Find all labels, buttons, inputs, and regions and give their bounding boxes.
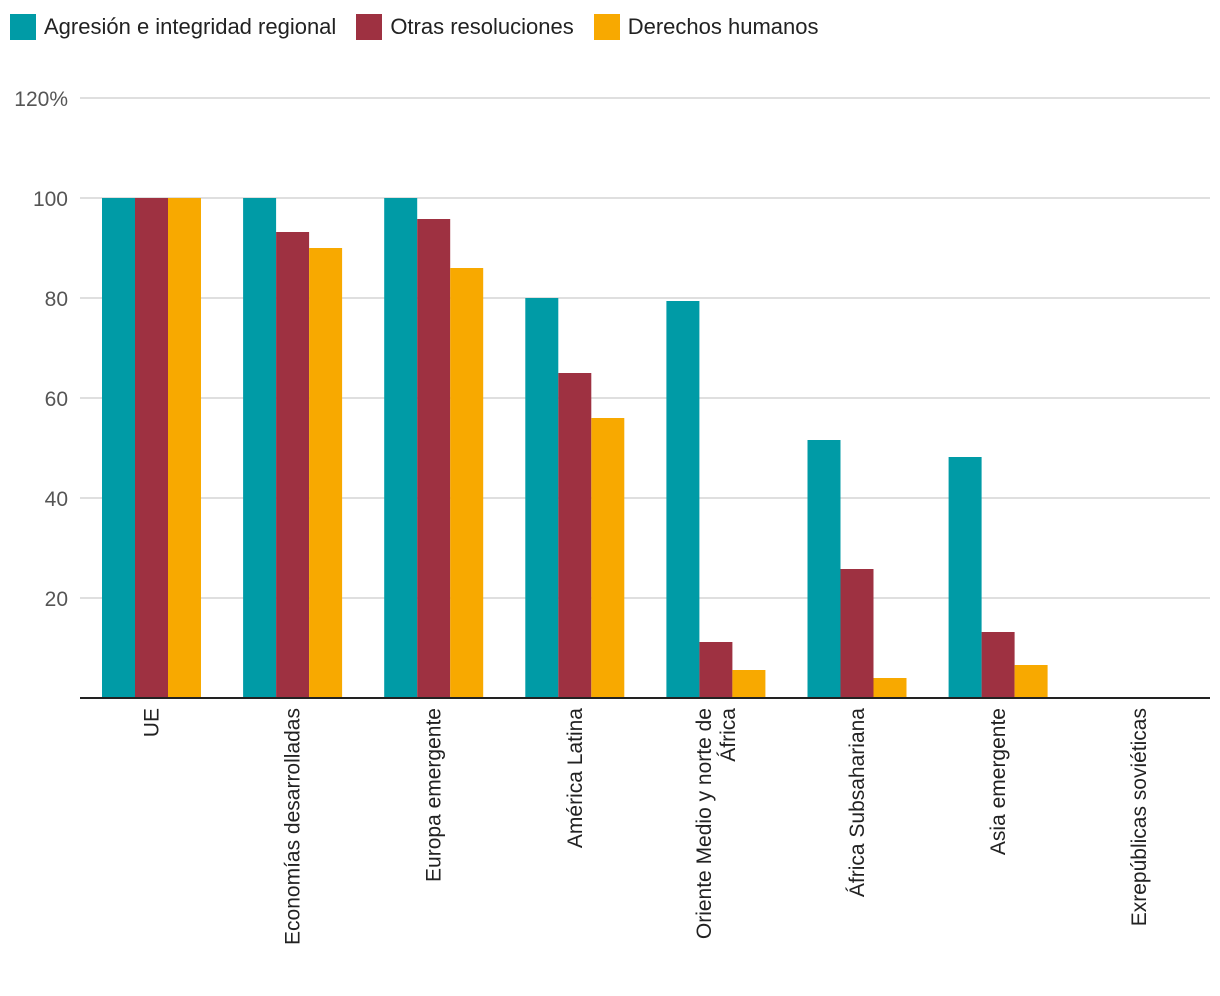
x-category-label: Oriente Medio y norte de xyxy=(693,708,716,939)
y-tick-label: 80 xyxy=(45,288,68,311)
legend-label-derechos: Derechos humanos xyxy=(627,14,819,39)
legend-item-agresion: Agresión e integridad regional xyxy=(10,14,336,40)
y-tick-label: 100 xyxy=(33,188,68,211)
x-category-label: África Subsahariana xyxy=(846,708,869,897)
bar xyxy=(243,198,277,698)
bar xyxy=(309,248,343,698)
bar xyxy=(102,198,135,698)
bar xyxy=(591,418,625,698)
legend-swatch-derechos xyxy=(593,14,620,40)
legend-item-otras: Otras resoluciones xyxy=(356,14,574,40)
y-tick-label: 60 xyxy=(45,388,68,411)
bar xyxy=(384,198,418,698)
bar xyxy=(873,678,907,698)
bar xyxy=(276,232,310,698)
x-category-label: América Latina xyxy=(564,708,587,848)
x-category-label: África xyxy=(717,708,740,762)
x-category-label: Asia emergente xyxy=(987,708,1010,855)
legend-label-otras: Otras resoluciones xyxy=(390,14,574,39)
y-tick-label: 20 xyxy=(45,588,68,611)
legend-swatch-agresion xyxy=(10,14,36,40)
x-category-label: UE xyxy=(141,708,164,737)
chart-legend: Agresión e integridad regional Otras res… xyxy=(10,12,839,42)
bar xyxy=(732,670,766,698)
bar xyxy=(1014,665,1048,698)
bar xyxy=(558,373,592,698)
bar xyxy=(807,440,841,698)
bar xyxy=(981,632,1015,698)
bar xyxy=(699,642,733,698)
legend-label-agresion: Agresión e integridad regional xyxy=(44,14,337,39)
x-category-label: Europa emergente xyxy=(423,708,446,882)
legend-item-derechos: Derechos humanos xyxy=(593,14,819,40)
bar xyxy=(948,457,982,698)
bar xyxy=(417,219,451,698)
y-tick-label: 40 xyxy=(45,488,68,511)
bar xyxy=(666,301,700,698)
bar xyxy=(135,198,168,698)
bar xyxy=(168,198,201,698)
y-tick-label: 120% xyxy=(14,88,68,111)
legend-swatch-otras xyxy=(356,14,383,40)
bar xyxy=(525,298,559,698)
bar xyxy=(840,569,874,698)
x-category-label: Exrepúblicas soviéticas xyxy=(1128,708,1151,926)
bar xyxy=(450,268,484,698)
x-category-label: Economías desarrolladas xyxy=(282,708,305,945)
